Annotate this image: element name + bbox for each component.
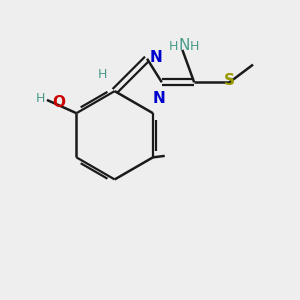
Text: S: S [224,73,235,88]
Text: O: O [52,94,65,110]
Text: H: H [98,68,108,81]
Text: H: H [190,40,200,53]
Text: N: N [178,38,190,53]
Text: H: H [169,40,178,53]
Text: H: H [36,92,46,105]
Text: N: N [149,50,162,65]
Text: N: N [153,91,166,106]
